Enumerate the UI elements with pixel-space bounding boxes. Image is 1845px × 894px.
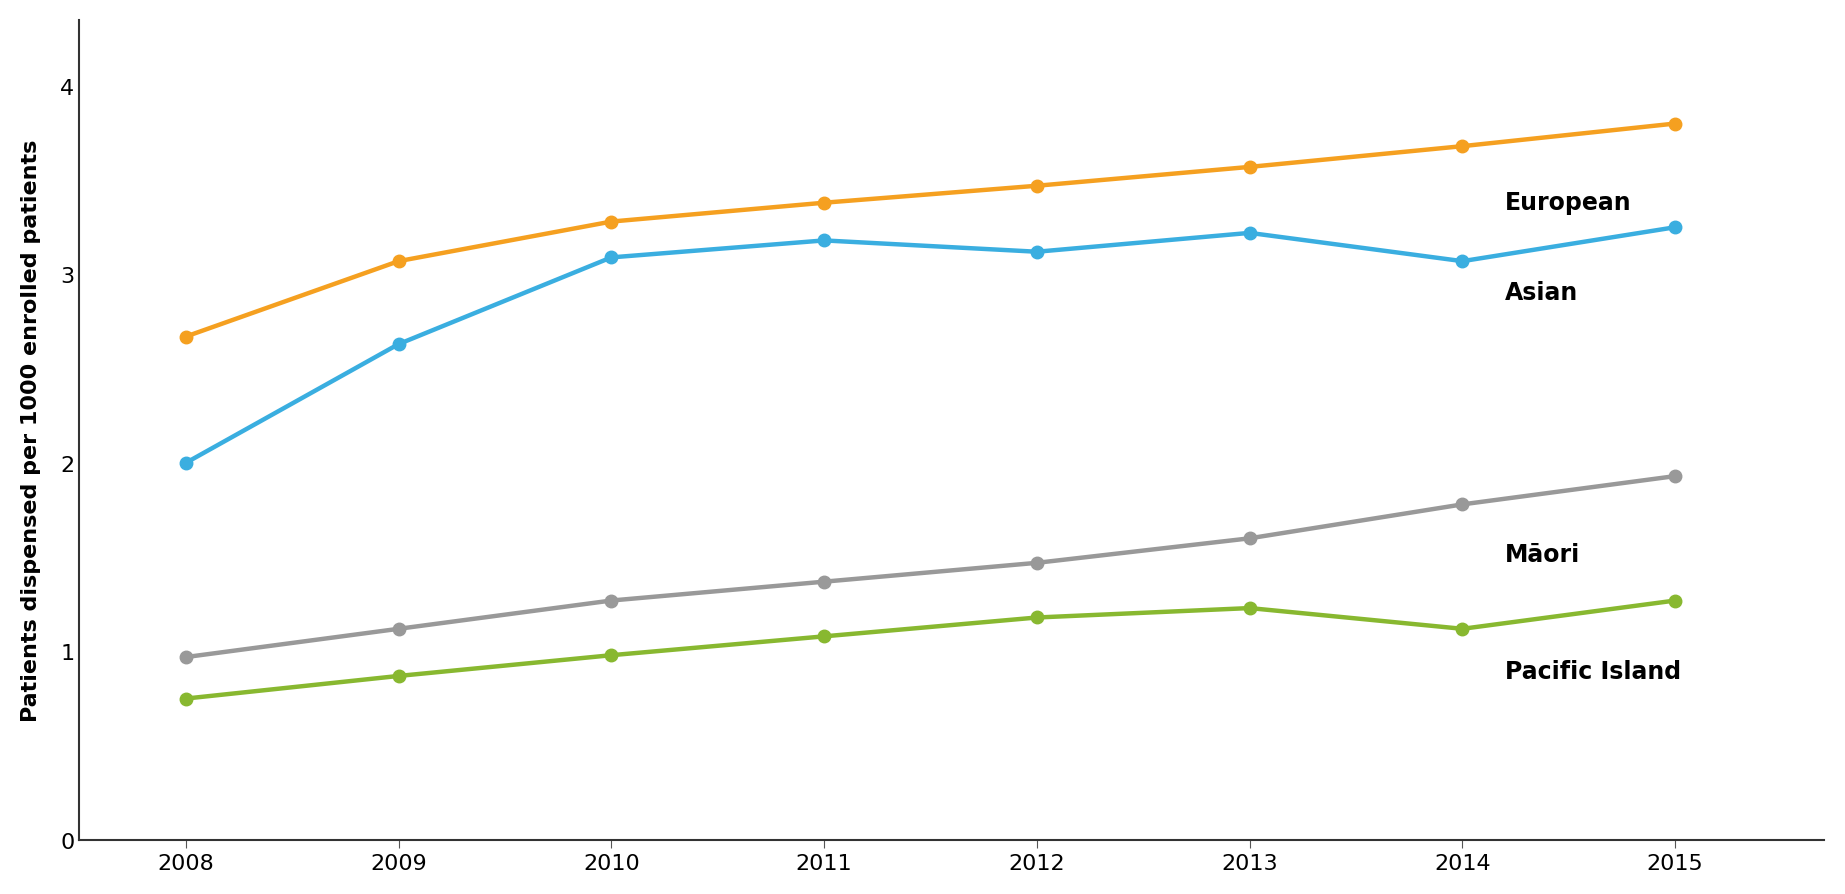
Text: Pacific Island: Pacific Island bbox=[1506, 659, 1681, 683]
Y-axis label: Patients dispensed per 1000 enrolled patients: Patients dispensed per 1000 enrolled pat… bbox=[20, 139, 41, 721]
Text: European: European bbox=[1506, 190, 1631, 215]
Text: Asian: Asian bbox=[1506, 281, 1577, 305]
Text: Māori: Māori bbox=[1506, 543, 1581, 567]
